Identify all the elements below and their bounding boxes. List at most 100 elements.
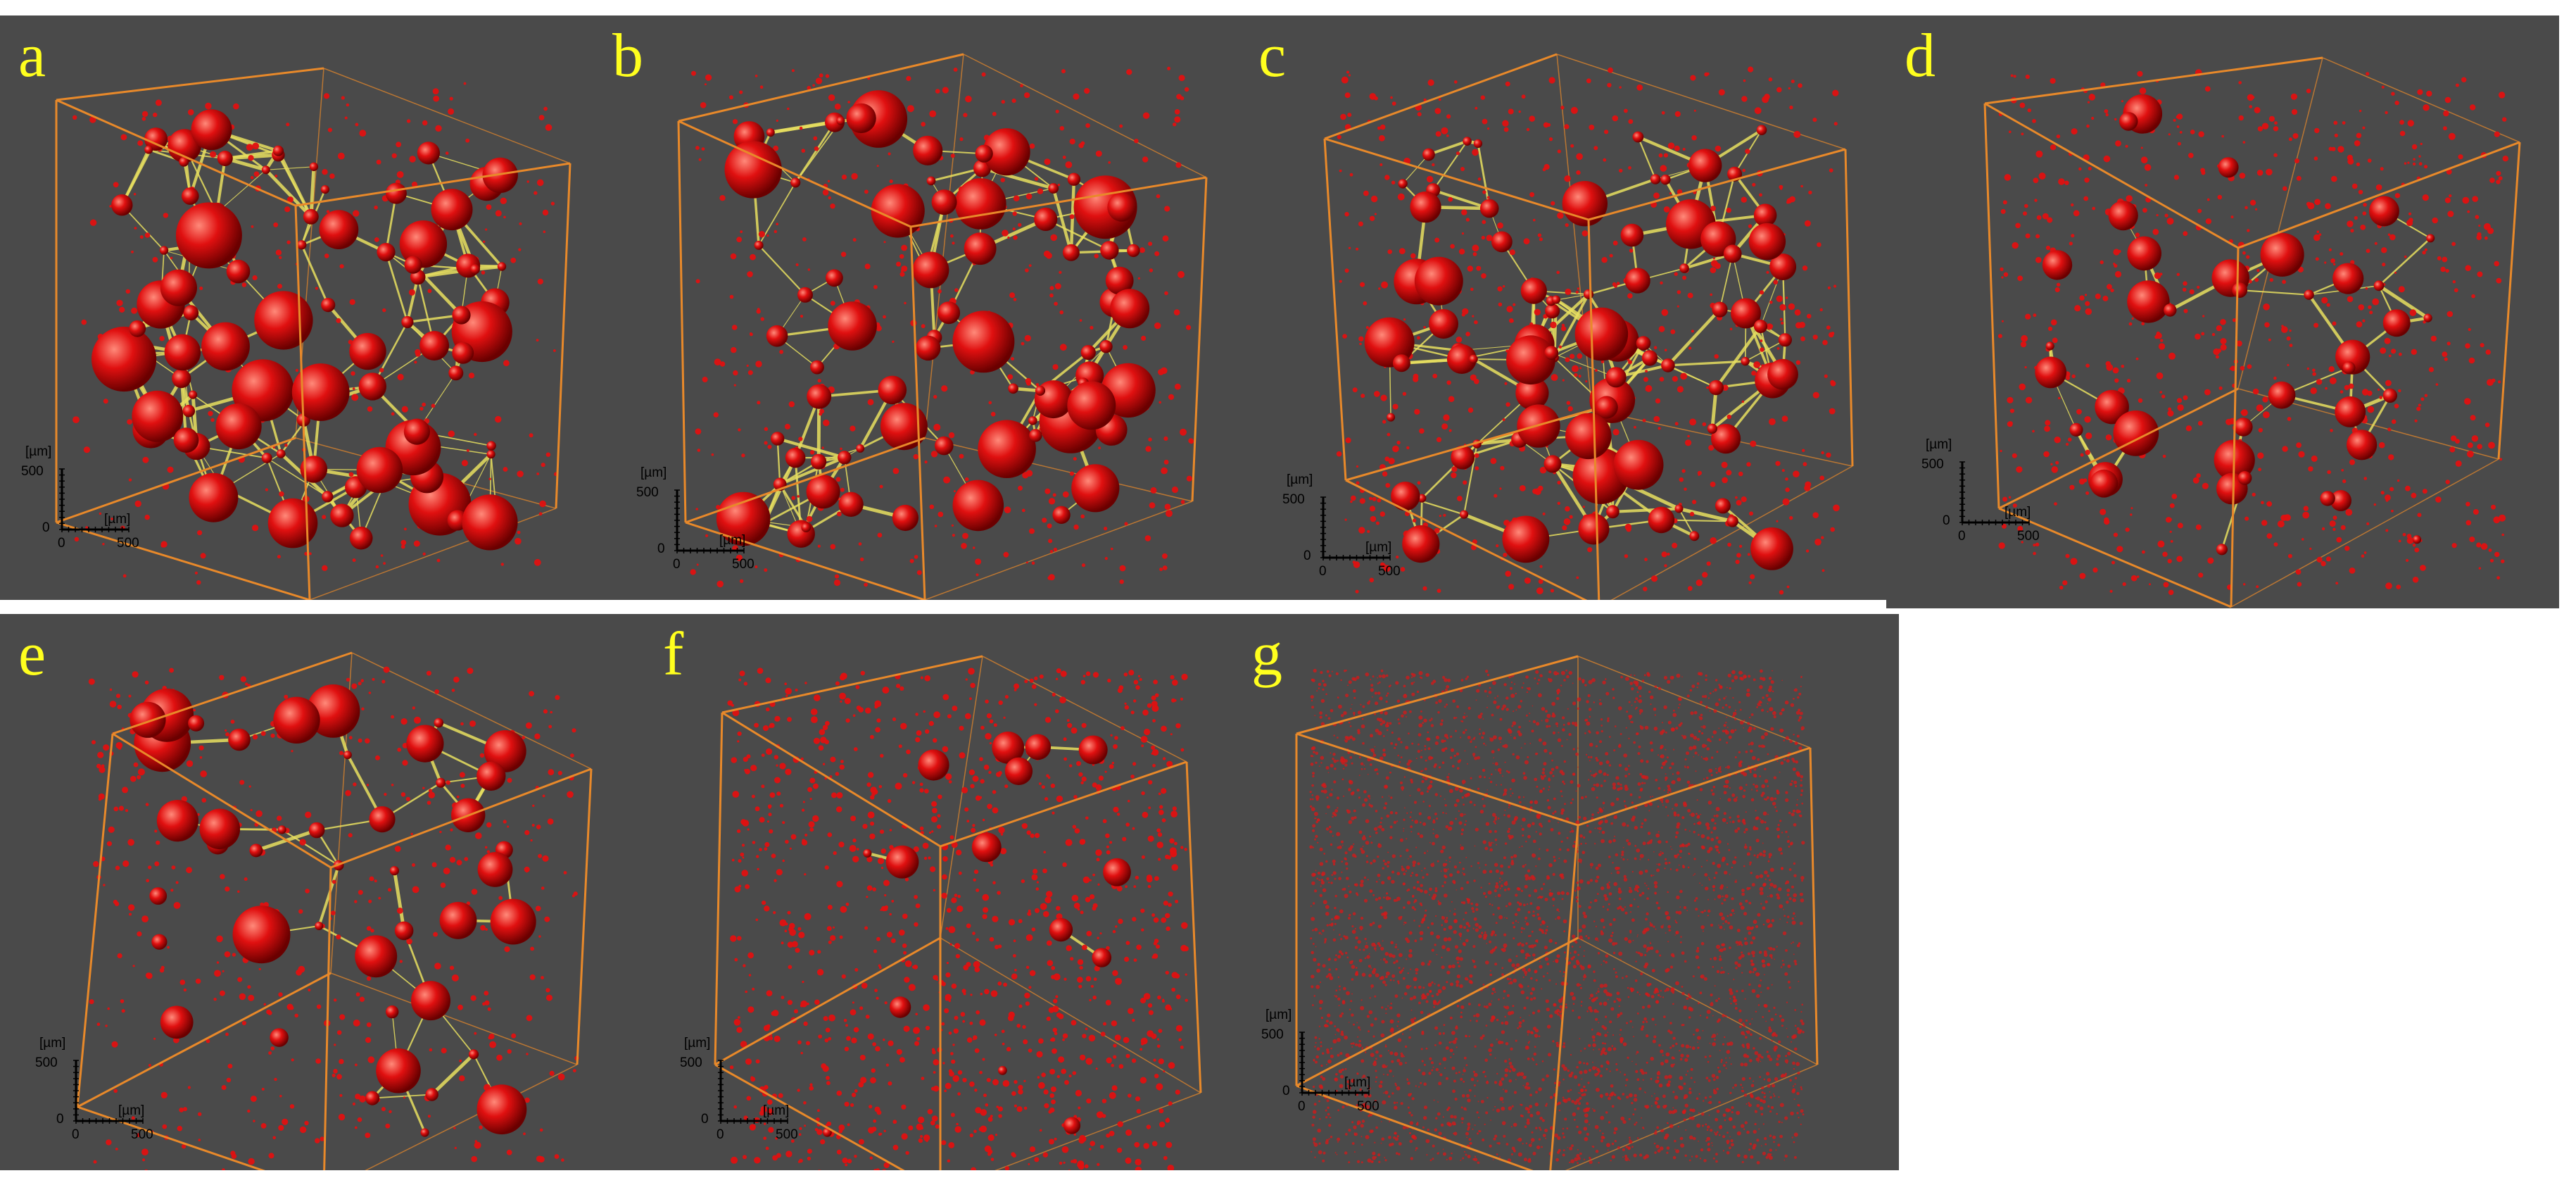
pore [113,806,119,812]
pore [1170,675,1175,679]
pore [448,430,455,437]
pore [1043,910,1049,917]
pore [1090,984,1094,988]
pore [1097,1162,1100,1166]
pore [928,856,931,860]
pore [1094,965,1100,972]
pore [974,1089,978,1092]
pore [935,1124,940,1129]
pore [1174,841,1177,846]
pore [1356,247,1359,251]
pore [1707,423,1717,434]
pore [2304,289,2314,300]
pore [2494,261,2499,267]
pore [1557,480,1561,485]
pore [1103,1022,1106,1026]
pore [2313,322,2319,328]
pore [1112,929,1116,934]
pore [2484,236,2488,240]
pore [2240,365,2245,371]
pore [802,980,804,984]
pore [787,520,815,548]
pore [1744,1121,1748,1124]
pore [1786,585,1790,589]
pore [109,701,117,708]
pore [858,542,862,546]
pore [1670,329,1676,334]
pore [2032,430,2035,433]
pore [1805,481,1812,488]
pore [1014,1079,1018,1084]
pore [719,361,726,367]
pore [432,88,439,95]
pore [1063,977,1067,981]
pore [2409,309,2417,316]
pore [1396,440,1401,445]
pore [291,750,293,753]
pore [1007,236,1010,239]
cube-edge [77,972,332,1108]
pore [1760,903,1762,905]
pore [949,1071,954,1077]
pore [903,1025,910,1032]
pore [199,287,203,290]
pore [2047,217,2053,223]
pore [1392,445,1399,453]
pore [828,94,835,101]
pore [742,856,745,859]
pore [1726,470,1732,476]
cube-edge [1984,56,2323,105]
pore [1154,251,1160,256]
pore [1119,124,1123,128]
pore [900,270,904,272]
scale-y-origin: 0 [42,520,50,535]
pore [2291,108,2298,115]
pore [1157,1038,1160,1041]
pore [2327,470,2331,475]
cube-edge [1345,479,1588,600]
pore [1358,948,1361,951]
pore [774,879,777,882]
pore [461,460,468,467]
pore [2167,558,2172,564]
pore [286,1003,293,1010]
pore [2091,116,2095,120]
pore [818,1034,823,1039]
pore [2176,272,2180,276]
pore [105,1024,108,1027]
pore [2489,177,2495,183]
pore [1035,908,1040,913]
pore [1594,827,1596,829]
pore [1146,1124,1151,1129]
pore [1360,282,1365,287]
pore [1562,525,1567,531]
pore [971,827,976,833]
pore [2435,496,2442,503]
pore [823,419,830,427]
pore [895,782,902,790]
pore [1050,783,1056,789]
pore [401,315,414,329]
pore [459,772,465,778]
pore [833,926,835,929]
pore [949,835,954,840]
pore [109,688,113,691]
pore [868,1127,875,1134]
pore [1400,567,1406,572]
pore [924,460,928,464]
pore [2480,543,2488,550]
pore [1122,836,1127,841]
pore [2361,389,2369,396]
pore [385,1123,391,1129]
pore [1612,429,1620,436]
pore [127,839,134,846]
pore [522,736,526,740]
cube-edge [1324,137,1589,221]
pore [96,1022,101,1026]
pore [171,865,176,870]
pore [1436,437,1442,443]
pore [2477,271,2483,277]
pore [1011,357,1014,361]
pore [837,511,842,517]
pore [1069,138,1075,145]
